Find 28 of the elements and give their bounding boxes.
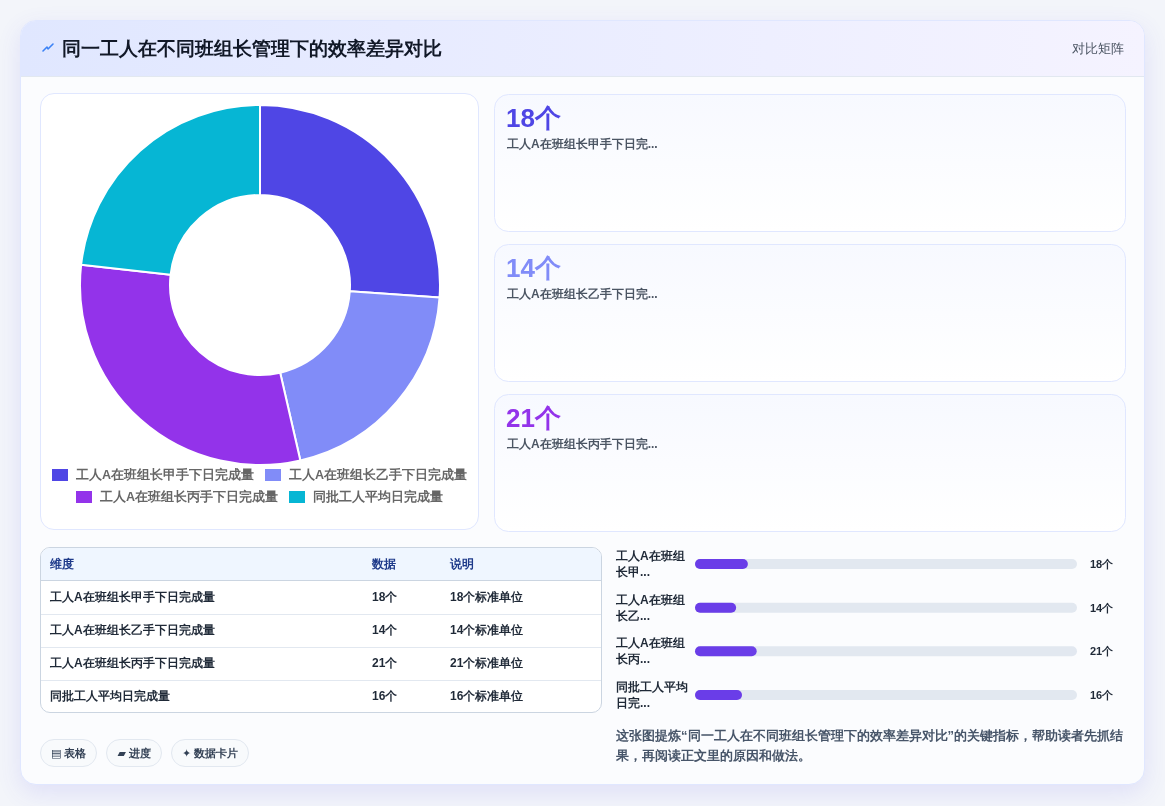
panel: 维度 数据 说明 工人A在班组长甲手下日完成量 18个 18个标准单位 工人A在班组长乙手下日完成量 14个 14个标准单位 工人A在班组长丙手下日完成量 21个 21个标准单位 同批工人平均日完成量 16个 16个标准单位: [40, 547, 602, 713]
category-label: ✦ 数据卡片: [170, 739, 250, 767]
y-tick-label: 工人A在班组长丙...: [616, 635, 686, 668]
category-label: 数据: [372, 556, 396, 572]
y-tick-label: 工人A在班组长甲...: [616, 548, 686, 580]
category-label: 工人A在班组长丙手下日完...: [507, 436, 658, 452]
category-label: ▰ 进度: [106, 739, 162, 767]
data-label: 21个: [1090, 644, 1114, 660]
legend-label: 同批工人平均日完成量: [313, 489, 444, 504]
y-tick-label: 工人A在班组长乙...: [616, 591, 686, 624]
category-label: 工人A在班组长甲手下日完...: [507, 136, 658, 152]
data-label: 16个: [1090, 688, 1114, 703]
data-label: 14个: [1090, 600, 1114, 616]
category-label: 工人A在班组长乙手下日完...: [507, 286, 658, 302]
text: 同一工人在不同班组长管理下的效率差异对比: [62, 37, 442, 61]
data-label: 18个: [506, 102, 561, 134]
y-tick-label: 同批工人平均日完...: [616, 679, 689, 711]
data-label: 21个: [506, 402, 561, 434]
legend-label: 工人A在班组长甲手下日完成量: [75, 467, 254, 482]
text: 对比矩阵: [1072, 41, 1124, 58]
data-label: 18个: [1090, 557, 1114, 572]
text: 这张图提炼“同一工人在不同班组长管理下的效率差异对比”的关键指标，帮助读者先抓结果，再阅读正文里的原因和做法。: [616, 727, 1124, 765]
legend-label: 工人A在班组长乙手下日完成量: [289, 467, 468, 482]
category-label: ▤ 表格: [40, 739, 98, 767]
legend-label: 工人A在班组长丙手下日完成量: [99, 489, 279, 504]
category-label: 说明: [450, 556, 474, 572]
data-label: 14个: [506, 252, 561, 284]
panel: 维度 数据 说明: [41, 548, 601, 581]
